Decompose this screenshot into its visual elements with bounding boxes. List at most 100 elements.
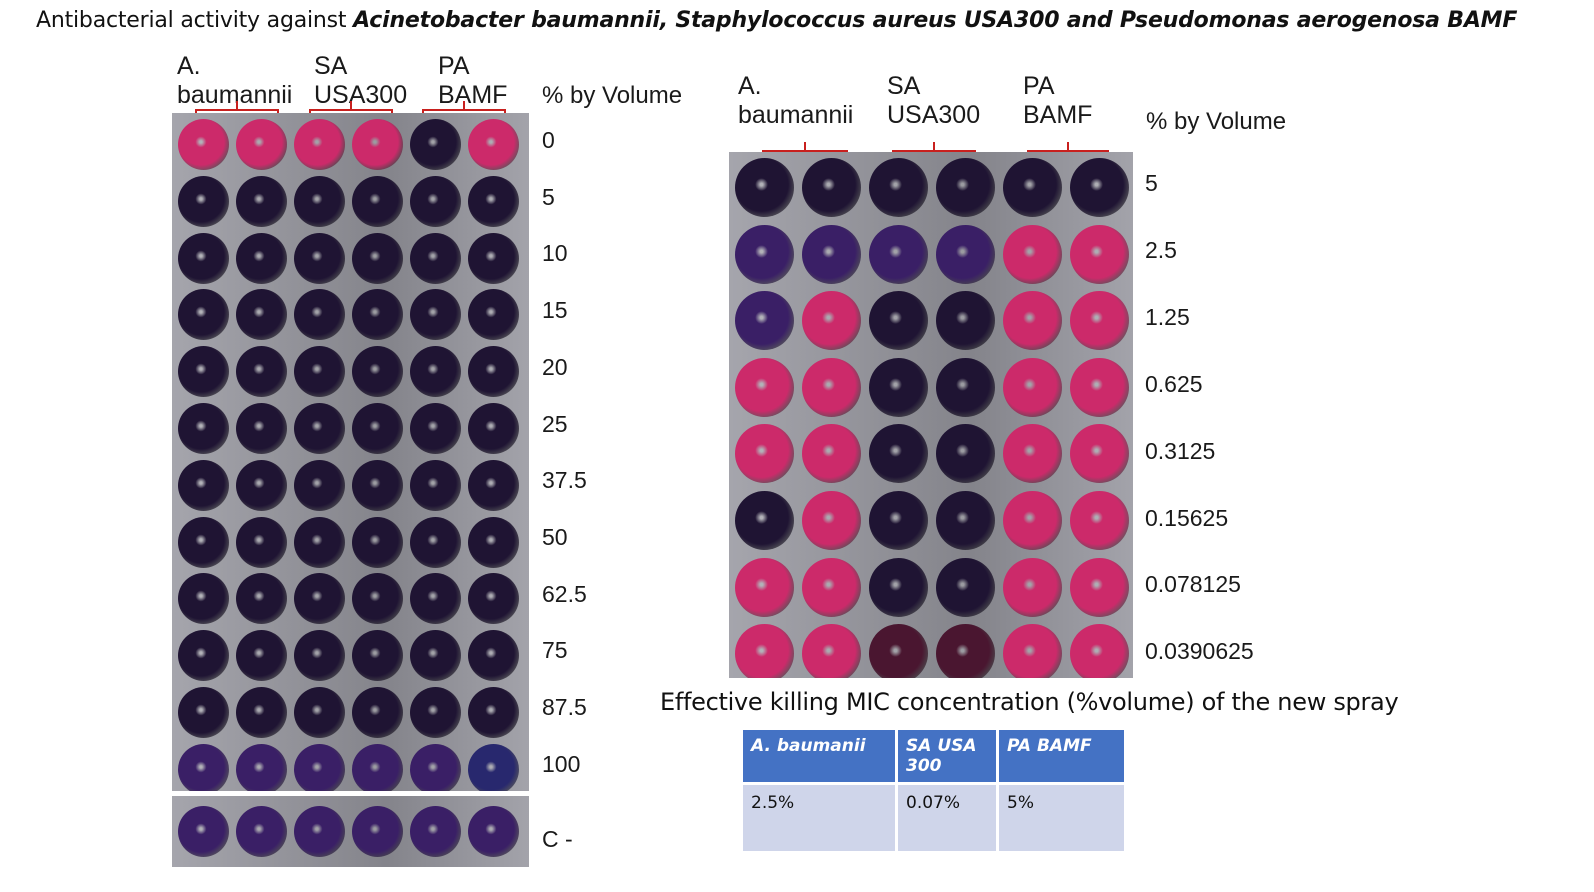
right-well (1003, 424, 1062, 484)
right-well (1070, 158, 1129, 217)
left-row-label: 50 (542, 523, 568, 550)
left-well (468, 232, 519, 284)
left-well (178, 687, 229, 738)
left-well (410, 573, 461, 625)
left-well (352, 346, 403, 398)
right-well (1070, 491, 1129, 550)
control-well (410, 806, 461, 857)
left-well-plate (172, 113, 529, 791)
mic-header-pa-bamf: PA BAMF (999, 730, 1124, 782)
left-bracket-pa (422, 101, 506, 120)
mic-header-row: A. baumanii SA USA 300 PA BAMF (743, 730, 1124, 782)
left-well (236, 459, 287, 511)
right-well (936, 491, 995, 550)
left-well (236, 516, 287, 568)
left-well (236, 573, 287, 625)
left-row-label: 75 (542, 637, 568, 664)
left-well (468, 119, 519, 170)
right-well (869, 424, 928, 484)
left-well (410, 289, 461, 341)
right-well (735, 424, 794, 484)
left-well (178, 743, 229, 791)
left-well (178, 573, 229, 625)
right-row-label: 0.078125 (1145, 571, 1241, 598)
right-col-label-sa: SA USA300 (887, 72, 981, 129)
right-well (936, 557, 995, 617)
left-well (352, 403, 403, 454)
left-bracket-a (195, 101, 279, 120)
right-well (1070, 357, 1129, 417)
right-well (802, 624, 861, 678)
left-well (236, 232, 287, 284)
right-col-label-pa: PA BAMF (1023, 72, 1093, 129)
right-well (869, 557, 928, 617)
right-well-plate (729, 152, 1133, 678)
mic-value-a-baumanii: 2.5% (743, 785, 895, 851)
left-well (352, 289, 403, 341)
right-row-label: 0.3125 (1145, 437, 1216, 464)
mic-subtitle: Effective killing MIC concentration (%vo… (660, 688, 1399, 716)
left-well (294, 573, 345, 625)
left-well (352, 630, 403, 682)
mic-header-sa-usa300: SA USA 300 (898, 730, 996, 782)
right-well (936, 424, 995, 484)
left-well (352, 232, 403, 284)
left-well (410, 232, 461, 284)
right-well (869, 357, 928, 417)
control-well (236, 806, 287, 857)
right-row-label: 5 (1145, 170, 1158, 196)
left-well (236, 119, 287, 170)
left-well (468, 459, 519, 511)
right-well (802, 424, 861, 484)
left-well (410, 119, 461, 170)
right-well (735, 557, 794, 617)
right-volume-header: % by Volume (1146, 108, 1287, 135)
right-well (1003, 158, 1062, 217)
left-well (294, 630, 345, 682)
right-well (1070, 557, 1129, 617)
right-well (802, 224, 861, 284)
left-row-label: 10 (542, 240, 568, 267)
right-well (1070, 224, 1129, 284)
negative-control-plate (172, 796, 529, 867)
control-well (178, 806, 229, 857)
left-well (294, 346, 345, 398)
left-row-label: 37.5 (542, 467, 587, 494)
left-well (294, 289, 345, 341)
right-well (735, 224, 794, 284)
left-well (352, 175, 403, 227)
right-well (936, 624, 995, 678)
left-well (468, 516, 519, 568)
mic-header-a-baumanii: A. baumanii (743, 730, 895, 782)
left-well (294, 516, 345, 568)
left-volume-header: % by Volume (542, 82, 683, 109)
left-well (294, 403, 345, 454)
left-well (178, 119, 229, 170)
left-well (236, 403, 287, 454)
left-well (352, 119, 403, 170)
left-well (410, 175, 461, 227)
left-well (352, 459, 403, 511)
left-well (352, 516, 403, 568)
right-well (1003, 624, 1062, 678)
left-well (410, 630, 461, 682)
right-well (936, 291, 995, 351)
right-well (802, 291, 861, 351)
right-well (936, 158, 995, 217)
left-well (410, 687, 461, 738)
page-title: Antibacterial activity against Acinetoba… (36, 8, 1518, 33)
right-well (802, 357, 861, 417)
right-well (735, 357, 794, 417)
left-well (410, 346, 461, 398)
mic-table: A. baumanii SA USA 300 PA BAMF 2.5% 0.07… (740, 727, 1127, 854)
left-well (178, 516, 229, 568)
left-well (236, 630, 287, 682)
right-well (1003, 491, 1062, 550)
left-well (294, 743, 345, 791)
right-well (802, 557, 861, 617)
control-label: C - (542, 826, 573, 852)
left-well (468, 630, 519, 682)
right-row-label: 0.15625 (1145, 504, 1229, 531)
right-well (936, 357, 995, 417)
control-well (468, 806, 519, 857)
